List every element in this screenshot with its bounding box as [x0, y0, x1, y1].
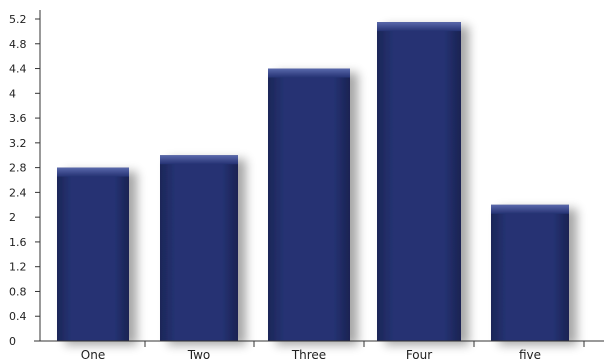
bar-body: [491, 204, 569, 341]
y-axis-tick-label: 1.2: [9, 261, 27, 274]
bar-body: [377, 22, 461, 341]
bar-body: [57, 167, 129, 341]
y-axis-tick-label: 3.2: [9, 137, 27, 150]
x-axis-category-label: Four: [406, 348, 432, 362]
y-axis-tick-label: 2: [9, 211, 16, 224]
y-axis-tick-label: 4: [9, 87, 16, 100]
bar-body: [268, 68, 350, 342]
y-axis-tick-label: 4.8: [9, 38, 27, 51]
x-axis-category-label: five: [519, 348, 541, 362]
y-axis-tick-label: 1.6: [9, 236, 27, 249]
bars-layer: [57, 22, 569, 342]
bar-top-highlight: [57, 167, 129, 177]
x-axis-category-label: Three: [291, 348, 326, 362]
y-axis-tick-label: 2.4: [9, 186, 27, 199]
bar-top-highlight: [377, 22, 461, 32]
bar-five: [491, 204, 569, 341]
bar-four: [377, 22, 461, 341]
y-axis-ticks: 0 0.4 0.8 1.2 1.6 2 2.4 2.8 3.2 3.6 4 4.4 4.8 5.2: [9, 13, 40, 348]
bar-two: [160, 155, 238, 341]
bar-top-highlight: [491, 204, 569, 214]
bar-three: [268, 68, 350, 342]
bar-one: [57, 167, 129, 341]
y-axis-tick-label: 4.4: [9, 63, 27, 76]
bar-top-highlight: [268, 68, 350, 78]
y-axis-tick-label: 0: [9, 335, 16, 348]
x-axis-category-label: Two: [187, 348, 211, 362]
y-axis-tick-label: 3.6: [9, 112, 27, 125]
y-axis-tick-label: 2.8: [9, 162, 27, 175]
bar-body: [160, 155, 238, 341]
y-axis-tick-label: 0.8: [9, 285, 27, 298]
y-axis-tick-label: 0.4: [9, 310, 27, 323]
x-axis-category-label: One: [81, 348, 105, 362]
x-axis-labels: One Two Three Four five: [81, 348, 541, 362]
y-axis-tick-label: 5.2: [9, 13, 27, 26]
axis-layer: [34, 10, 604, 347]
bar-top-highlight: [160, 155, 238, 165]
